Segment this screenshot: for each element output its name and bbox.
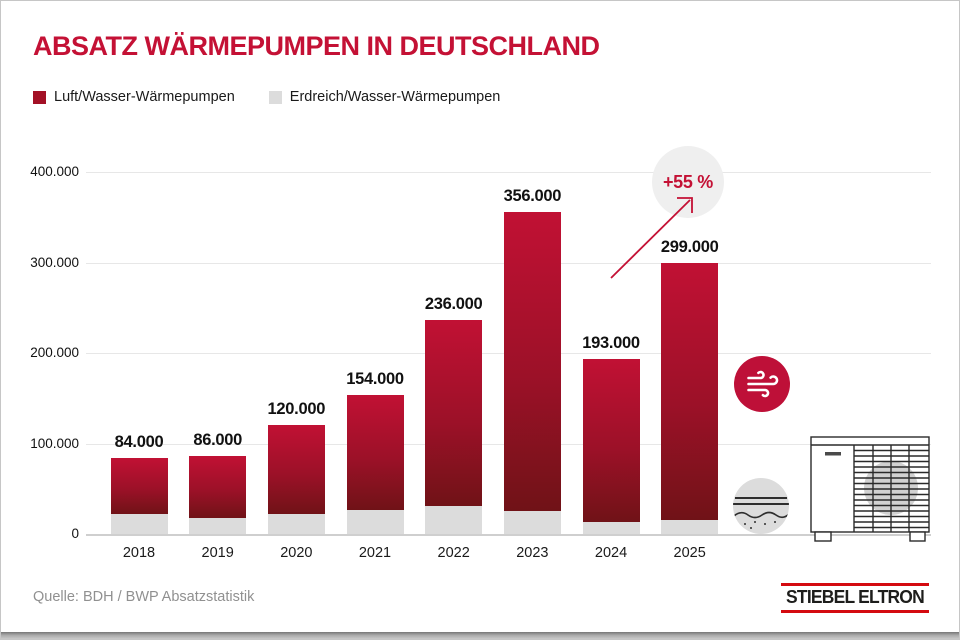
bar-segment-erdreich xyxy=(346,509,404,534)
bar-segment-luft xyxy=(189,456,247,518)
y-axis-label: 300.000 xyxy=(30,254,79,270)
bar-segment-erdreich xyxy=(425,505,483,534)
x-axis-label: 2019 xyxy=(201,545,234,561)
legend-swatch-erdreich xyxy=(268,90,282,104)
x-axis-label: 2023 xyxy=(516,545,549,561)
growth-badge-label: +55 % xyxy=(662,171,714,192)
source-note: Quelle: BDH / BWP Absatzstatistik xyxy=(33,589,255,605)
page-title: ABSATZ WÄRMEPUMPEN IN DEUTSCHLAND xyxy=(33,31,600,61)
gridline xyxy=(86,172,931,173)
bar-segment-luft xyxy=(110,457,168,515)
logo-text: STIEBEL ELTRON xyxy=(786,587,925,607)
y-axis-label: 200.000 xyxy=(30,345,79,360)
gridline xyxy=(86,534,931,536)
legend-swatch-luft xyxy=(33,90,46,104)
bar-value-label: 86.000 xyxy=(193,431,242,450)
x-axis-label: 2025 xyxy=(673,545,706,561)
heat-pump-illustration xyxy=(810,436,930,542)
bar-segment-luft xyxy=(661,263,719,521)
bottom-edge-strip xyxy=(1,632,959,639)
bar-segment-erdreich xyxy=(661,520,719,534)
x-axis-label: 2021 xyxy=(358,545,392,561)
bar-value-label: 299.000 xyxy=(660,238,719,257)
legend-item-erdreich: Erdreich/Wasser-Wärmepumpen xyxy=(268,89,501,105)
bar-value-label: 120.000 xyxy=(267,400,326,419)
y-axis-label: 100.000 xyxy=(30,435,79,451)
legend-item-luft: Luft/Wasser-Wärmepumpen xyxy=(33,89,235,105)
logo-bottom-bar xyxy=(781,610,929,613)
bar-segment-luft xyxy=(503,211,561,512)
brand-logo: STIEBEL ELTRON xyxy=(781,583,929,613)
bar-value-label: 236.000 xyxy=(424,295,483,314)
logo-top-bar xyxy=(781,583,929,586)
bar-value-label: 84.000 xyxy=(114,432,164,451)
bar-segment-erdreich xyxy=(267,514,325,534)
bar-value-label: 193.000 xyxy=(582,334,640,353)
ground-source-badge xyxy=(733,478,789,534)
ground-icon xyxy=(733,497,789,529)
bar-value-label: 356.000 xyxy=(503,186,562,205)
bar-segment-erdreich xyxy=(582,522,640,534)
bar-segment-erdreich xyxy=(110,514,168,534)
wind-icon xyxy=(747,370,779,398)
x-axis-label: 2024 xyxy=(594,545,628,561)
y-axis-label: 0 xyxy=(71,526,79,541)
bar-segment-luft xyxy=(346,394,404,510)
bar-segment-luft xyxy=(582,359,640,523)
x-axis-label: 2018 xyxy=(122,545,156,561)
bar-segment-luft xyxy=(267,425,325,515)
bar-segment-erdreich xyxy=(189,517,247,534)
legend-label-luft: Luft/Wasser-Wärmepumpen xyxy=(54,89,235,105)
legend: Luft/Wasser-Wärmepumpen Erdreich/Wasser-… xyxy=(33,89,500,105)
legend-label-erdreich: Erdreich/Wasser-Wärmepumpen xyxy=(289,89,501,105)
y-axis-label: 400.000 xyxy=(30,164,79,179)
growth-badge: +55 % xyxy=(652,146,724,218)
x-axis-label: 2022 xyxy=(437,545,470,561)
bar-value-label: 154.000 xyxy=(346,369,404,388)
bar-segment-erdreich xyxy=(503,511,561,534)
air-source-badge xyxy=(734,356,790,412)
x-axis-label: 2020 xyxy=(280,545,313,561)
bar-segment-luft xyxy=(425,320,483,506)
